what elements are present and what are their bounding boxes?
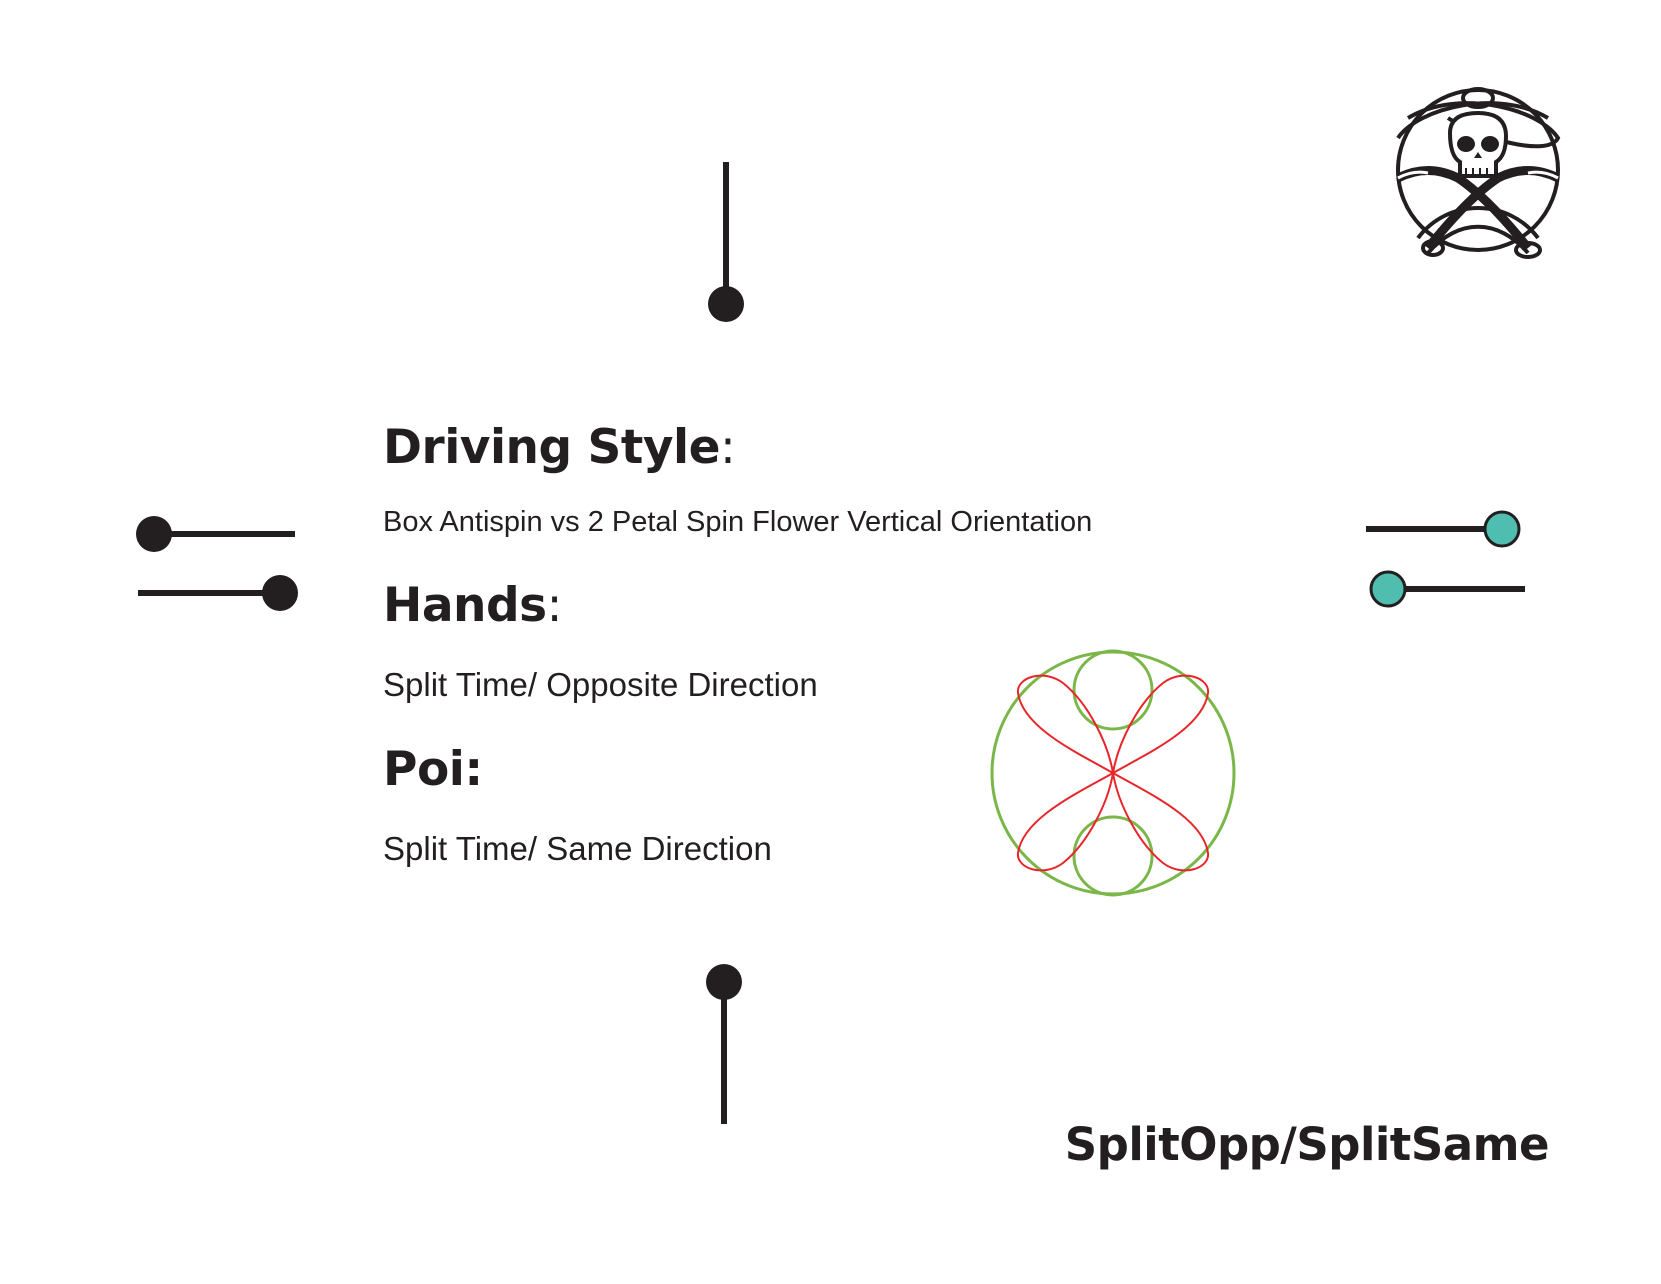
right-poi-markers-icon [1366, 510, 1525, 608]
hands-heading: Hands: [383, 578, 562, 633]
driving-style-value: Box Antispin vs 2 Petal Spin Flower Vert… [383, 506, 1093, 538]
poi-value: Split Time/ Same Direction [383, 830, 772, 867]
driving-style-heading: Driving Style: [383, 420, 736, 475]
left-hand-markers-icon [136, 516, 298, 611]
skull-crossbones-logo-icon [1395, 87, 1561, 259]
poi-heading: Poi: [383, 742, 483, 797]
top-poi-marker-icon [708, 162, 744, 322]
hands-colon: : [546, 578, 563, 633]
footer-title: SplitOpp/SplitSame [1064, 1118, 1550, 1171]
bottom-poi-marker-icon [706, 964, 742, 1124]
antispin-flower-diagram-icon [990, 649, 1236, 897]
hands-value: Split Time/ Opposite Direction [383, 666, 818, 703]
driving-style-colon: : [719, 420, 736, 475]
